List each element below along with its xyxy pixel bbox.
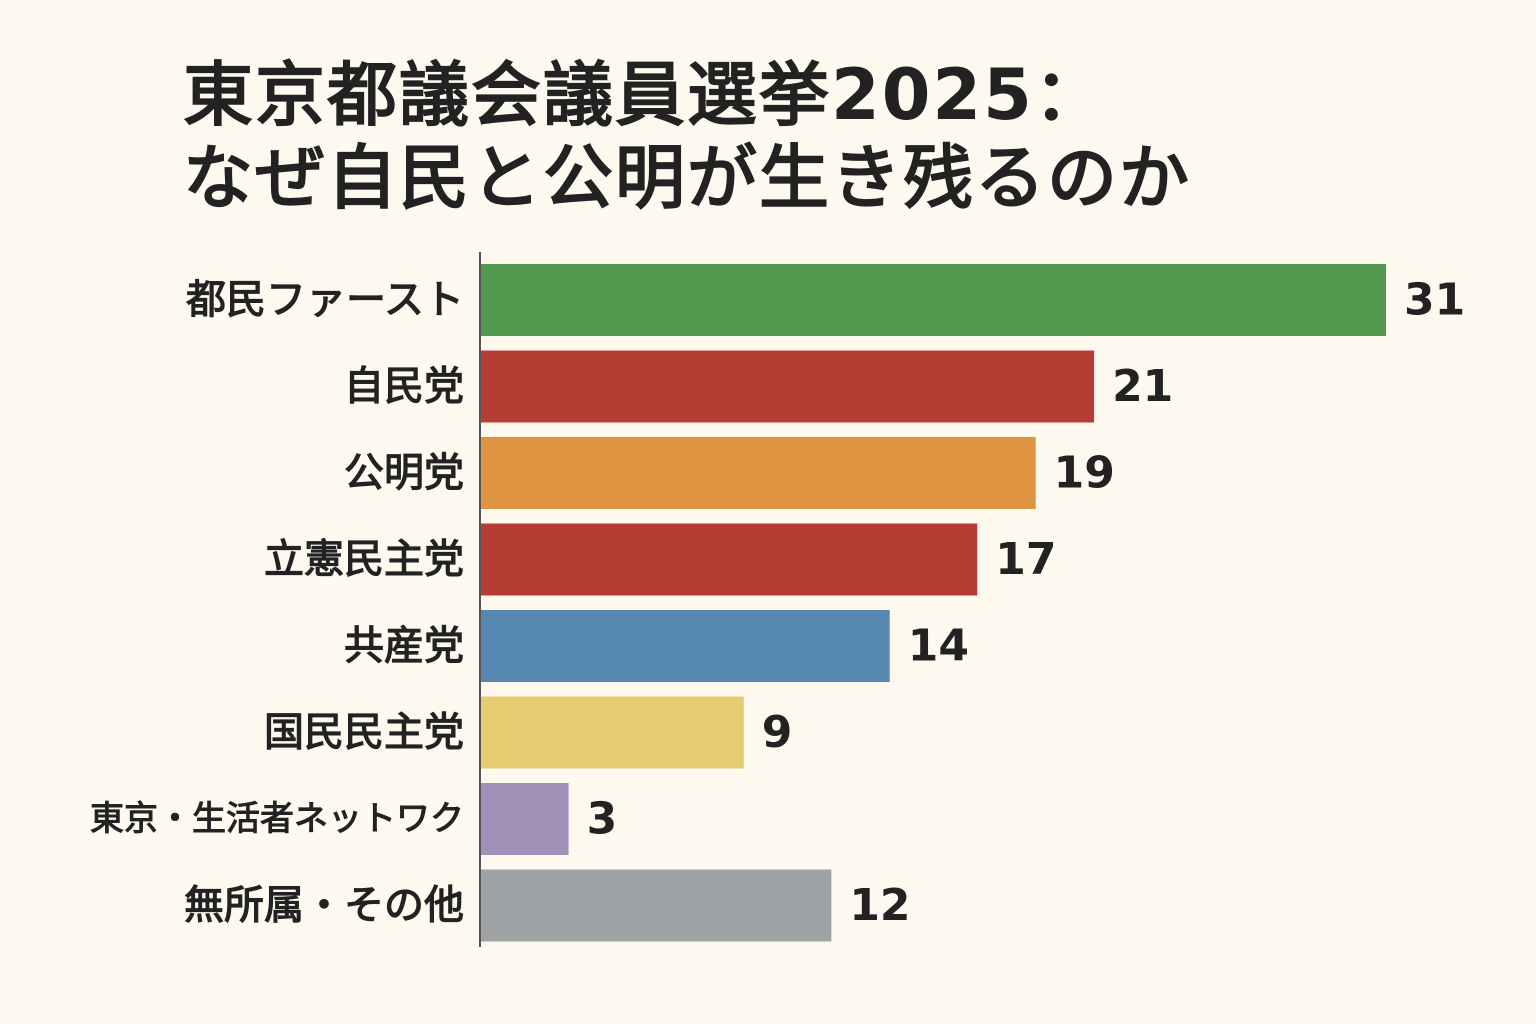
bar-1 (481, 264, 1386, 336)
value-label-5: 14 (908, 621, 969, 672)
bar-8 (481, 869, 832, 942)
category-label-4: 立憲民主党 (264, 537, 464, 583)
value-label-1: 31 (1404, 275, 1465, 326)
value-label-6: 9 (762, 707, 793, 758)
bars-group: 都民ファースト 31 自民党 21 公明党 19 立憲民主党 17 共産党 14 国民民主党 9 東京・… (90, 264, 1465, 942)
value-label-7: 3 (587, 794, 618, 845)
category-label-6: 国民民主党 (264, 710, 464, 756)
category-label-3: 公明党 (344, 450, 464, 496)
value-label-8: 12 (849, 880, 910, 931)
category-label-7: 東京・生活者ネットワク (90, 799, 464, 839)
bar-2 (481, 350, 1095, 423)
category-label-1: 都民ファースト (185, 277, 464, 323)
bar-6 (481, 696, 744, 769)
category-label-5: 共産党 (344, 623, 464, 669)
bar-3 (481, 437, 1036, 509)
chart-title-line-1: 東京都議会議員選挙2025： (183, 54, 1106, 136)
bar-5 (481, 610, 890, 682)
chart-title-line-2: なぜ自民と公明が生き残るのか (183, 137, 1191, 219)
bar-4 (481, 523, 978, 596)
category-label-8: 無所属・その他 (184, 883, 464, 929)
value-label-2: 21 (1112, 361, 1173, 412)
bar-7 (481, 783, 569, 855)
value-label-3: 19 (1054, 448, 1115, 499)
category-label-2: 自民党 (344, 364, 464, 410)
value-label-4: 17 (995, 534, 1056, 585)
